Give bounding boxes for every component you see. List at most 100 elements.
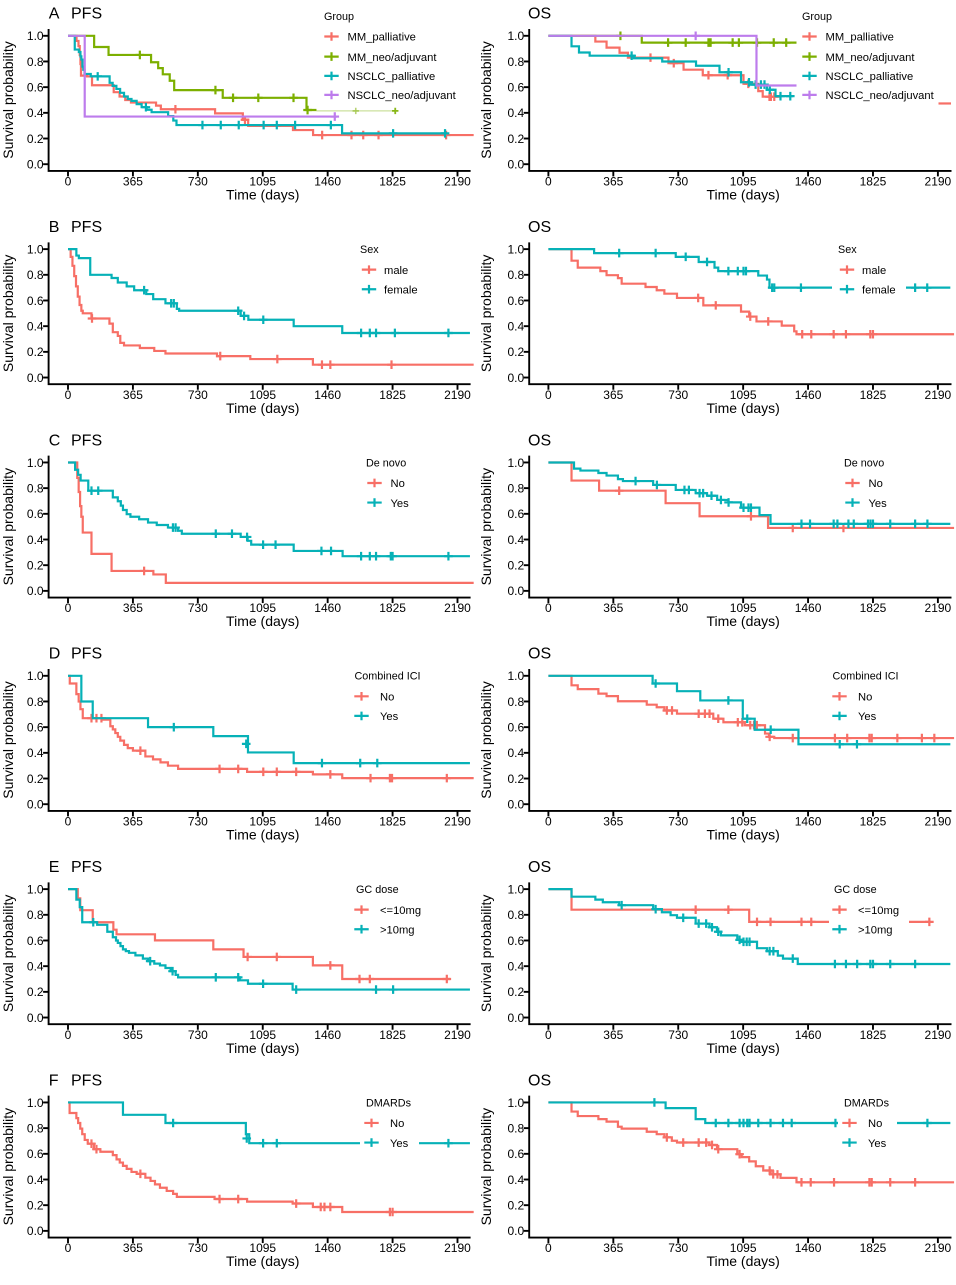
svg-text:0.2: 0.2 <box>508 985 525 999</box>
svg-text:0.0: 0.0 <box>508 371 525 385</box>
svg-text:0.0: 0.0 <box>27 371 44 385</box>
svg-text:1460: 1460 <box>795 815 822 829</box>
svg-text:365: 365 <box>123 1028 143 1042</box>
svg-text:0.6: 0.6 <box>508 1147 525 1161</box>
svg-text:Survival probability: Survival probability <box>0 41 16 159</box>
svg-text:1.0: 1.0 <box>508 456 525 470</box>
svg-text:2190: 2190 <box>444 175 471 189</box>
svg-text:1825: 1825 <box>379 1241 406 1255</box>
svg-text:0: 0 <box>65 601 72 615</box>
svg-text:2190: 2190 <box>444 1028 471 1042</box>
svg-text:1.0: 1.0 <box>508 669 525 683</box>
svg-text:1460: 1460 <box>795 388 822 402</box>
svg-text:365: 365 <box>603 601 623 615</box>
svg-text:730: 730 <box>668 1241 688 1255</box>
svg-text:1.0: 1.0 <box>27 242 44 256</box>
svg-text:D: D <box>49 646 61 663</box>
svg-text:365: 365 <box>123 1241 143 1255</box>
svg-text:730: 730 <box>188 601 208 615</box>
svg-text:No: No <box>391 478 405 490</box>
svg-text:0.0: 0.0 <box>508 1011 525 1025</box>
svg-text:1095: 1095 <box>249 601 276 615</box>
svg-text:0.2: 0.2 <box>27 1198 44 1212</box>
svg-text:Time (days): Time (days) <box>226 400 299 416</box>
svg-text:1.0: 1.0 <box>27 669 44 683</box>
svg-text:female: female <box>384 284 418 296</box>
svg-text:0.0: 0.0 <box>508 1224 525 1238</box>
svg-text:<=10mg: <=10mg <box>380 905 421 917</box>
svg-text:Yes: Yes <box>869 498 888 510</box>
svg-text:No: No <box>380 692 394 704</box>
svg-text:Survival probability: Survival probability <box>0 1108 16 1226</box>
svg-text:1460: 1460 <box>795 601 822 615</box>
svg-text:Time (days): Time (days) <box>226 613 299 629</box>
svg-text:DMARDs: DMARDs <box>366 1097 412 1109</box>
svg-text:Yes: Yes <box>858 711 877 723</box>
svg-text:1.0: 1.0 <box>27 456 44 470</box>
svg-text:1095: 1095 <box>249 815 276 829</box>
svg-text:OS: OS <box>528 646 551 663</box>
svg-text:F: F <box>49 1072 59 1089</box>
svg-text:De novo: De novo <box>844 457 884 469</box>
svg-text:0.6: 0.6 <box>27 934 44 948</box>
svg-text:OS: OS <box>528 1072 551 1089</box>
svg-text:PFS: PFS <box>71 219 102 236</box>
svg-text:1095: 1095 <box>730 601 757 615</box>
svg-text:0: 0 <box>65 175 72 189</box>
svg-text:0.4: 0.4 <box>508 1173 525 1187</box>
svg-text:Time (days): Time (days) <box>226 1040 299 1056</box>
svg-text:1825: 1825 <box>379 388 406 402</box>
svg-text:Survival probability: Survival probability <box>0 681 16 799</box>
svg-text:Sex: Sex <box>360 244 379 256</box>
svg-text:730: 730 <box>668 815 688 829</box>
svg-text:male: male <box>384 265 408 277</box>
svg-text:2190: 2190 <box>444 815 471 829</box>
svg-text:1460: 1460 <box>314 388 341 402</box>
svg-text:0.8: 0.8 <box>508 695 525 709</box>
svg-text:Survival probability: Survival probability <box>0 255 16 373</box>
svg-text:1825: 1825 <box>860 601 887 615</box>
svg-text:1095: 1095 <box>249 388 276 402</box>
svg-text:0.0: 0.0 <box>508 584 525 598</box>
svg-text:1.0: 1.0 <box>27 29 44 43</box>
svg-text:0.2: 0.2 <box>508 132 525 146</box>
svg-text:0.6: 0.6 <box>508 934 525 948</box>
svg-text:Time (days): Time (days) <box>706 1253 779 1269</box>
svg-text:1825: 1825 <box>379 1028 406 1042</box>
svg-text:0.0: 0.0 <box>27 1011 44 1025</box>
svg-text:1095: 1095 <box>249 1241 276 1255</box>
svg-text:1460: 1460 <box>795 175 822 189</box>
svg-text:0.4: 0.4 <box>27 533 44 547</box>
svg-text:0.6: 0.6 <box>27 507 44 521</box>
svg-text:0: 0 <box>65 1028 72 1042</box>
svg-text:0.0: 0.0 <box>27 584 44 598</box>
svg-text:0.8: 0.8 <box>508 908 525 922</box>
svg-text:2190: 2190 <box>444 1241 471 1255</box>
svg-text:0.6: 0.6 <box>27 1147 44 1161</box>
svg-text:0.4: 0.4 <box>508 959 525 973</box>
svg-text:1460: 1460 <box>314 601 341 615</box>
svg-text:Combined ICI: Combined ICI <box>833 671 899 683</box>
svg-text:0.4: 0.4 <box>508 319 525 333</box>
svg-text:GC dose: GC dose <box>356 884 399 896</box>
svg-text:0.0: 0.0 <box>508 798 525 812</box>
svg-text:1825: 1825 <box>379 601 406 615</box>
svg-text:De novo: De novo <box>366 457 406 469</box>
svg-text:0.2: 0.2 <box>508 1198 525 1212</box>
svg-text:MM_palliative: MM_palliative <box>826 32 894 44</box>
svg-text:Survival probability: Survival probability <box>478 41 494 159</box>
svg-text:Time (days): Time (days) <box>706 827 779 843</box>
svg-text:DMARDs: DMARDs <box>844 1097 890 1109</box>
svg-text:0.4: 0.4 <box>27 106 44 120</box>
svg-text:0: 0 <box>65 388 72 402</box>
svg-text:male: male <box>862 265 886 277</box>
svg-text:0.4: 0.4 <box>508 533 525 547</box>
svg-text:E: E <box>49 859 60 876</box>
svg-text:730: 730 <box>188 175 208 189</box>
svg-text:0.6: 0.6 <box>508 294 525 308</box>
svg-text:0.8: 0.8 <box>508 1121 525 1135</box>
svg-text:365: 365 <box>603 175 623 189</box>
svg-text:No: No <box>858 692 872 704</box>
svg-text:0.4: 0.4 <box>27 746 44 760</box>
svg-text:0.8: 0.8 <box>27 1121 44 1135</box>
